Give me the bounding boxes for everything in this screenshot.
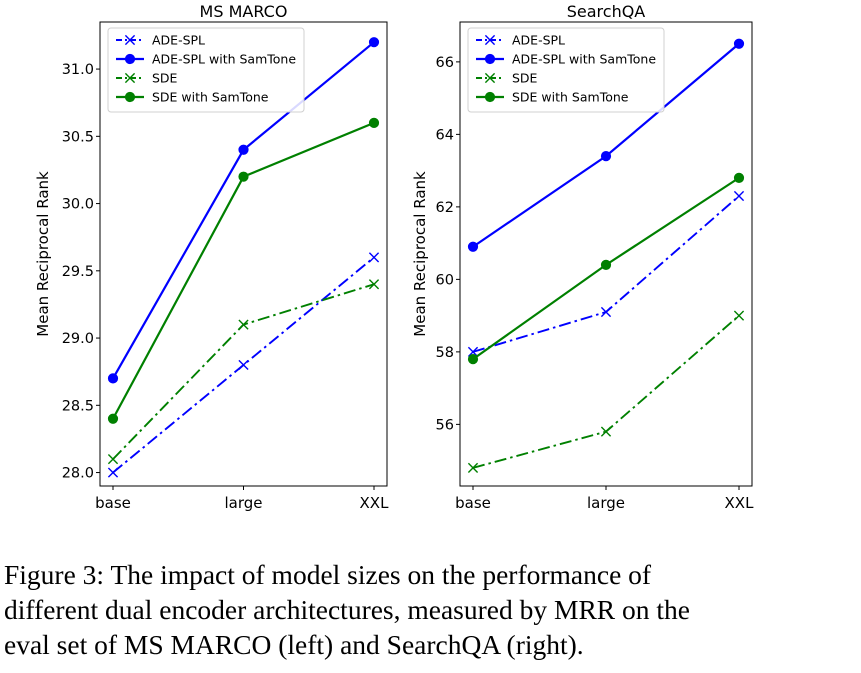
y-tick-label: 31.0 (62, 62, 94, 78)
data-point (467, 354, 479, 365)
data-point (733, 190, 745, 202)
data-point (238, 359, 249, 371)
chart-panel-1: MS MARCO Mean Reciprocal Rank 28.0 28.5 29.0… (34, 2, 389, 512)
data-point (107, 373, 119, 384)
series-2 (467, 38, 745, 252)
series-3 (467, 310, 745, 473)
y-tick-label: 28.5 (62, 398, 94, 414)
data-point (107, 454, 119, 465)
legend-box (467, 27, 665, 113)
figure-caption: Figure 3: The impact of model sizes on t… (4, 557, 854, 662)
y-axis-label: Mean Reciprocal Rank (34, 171, 52, 337)
data-point (107, 413, 119, 424)
y-tick-label: 29.5 (62, 264, 94, 280)
caption-line-3: eval set of MS MARCO (left) and SearchQA… (4, 629, 584, 660)
legend-label: ADE-SPL (152, 33, 205, 48)
data-point (238, 171, 249, 182)
plot-frame (459, 21, 753, 487)
series-3 (107, 279, 380, 465)
legend-marker (124, 34, 136, 46)
data-point (368, 279, 380, 290)
y-tick-label: 62 (436, 200, 454, 216)
data-point (368, 252, 380, 263)
data-point (733, 310, 745, 321)
legend-label: ADE-SPL with SamTone (152, 52, 296, 67)
data-point (733, 38, 745, 49)
y-tick-label: 60 (436, 272, 454, 288)
data-point (238, 144, 249, 155)
legend-marker (484, 91, 496, 103)
legend-item: SDE with SamTone (116, 90, 269, 105)
caption-line-1: Figure 3: The impact of model sizes on t… (4, 559, 652, 590)
legend-item: ADE-SPL with SamTone (116, 52, 296, 67)
y-tick-label: 28.0 (62, 466, 94, 482)
y-tick-label: 29.0 (62, 331, 94, 347)
data-point (600, 306, 612, 318)
x-tick-label: base (455, 494, 491, 512)
chart-title: SearchQA (567, 2, 646, 21)
series-1 (467, 190, 745, 357)
legend-item: ADE-SPL (476, 33, 565, 48)
legend-marker (124, 91, 136, 103)
data-point (107, 467, 119, 478)
x-tick-label: large (587, 494, 625, 512)
data-point (368, 37, 380, 48)
series-line (112, 121, 375, 420)
series-1 (107, 252, 380, 478)
legend: ADE-SPL ADE-SPL with SamTone SDE SDE with S… (107, 27, 305, 113)
legend-marker (124, 72, 136, 84)
chart-title: MS MARCO (200, 2, 288, 21)
legend-marker (484, 53, 496, 65)
legend-label: SDE (512, 71, 538, 86)
data-point (467, 462, 479, 473)
series-2 (107, 37, 380, 384)
y-tick-label: 30.0 (62, 197, 94, 213)
y-axis-label: Mean Reciprocal Rank (411, 171, 429, 337)
y-tick-label: 56 (436, 417, 454, 433)
legend-label: SDE with SamTone (152, 90, 269, 105)
x-tick-label: large (224, 494, 262, 512)
plot-frame (99, 21, 388, 487)
y-tick-label: 58 (436, 345, 454, 361)
series-4 (107, 117, 380, 424)
chart-panel-2: SearchQA Mean Reciprocal Rank 56 58 60 62 64 66… (411, 2, 754, 512)
series-line (472, 314, 740, 469)
legend-item: SDE (476, 71, 538, 86)
legend-item: ADE-SPL with SamTone (476, 52, 656, 67)
legend-label: SDE with SamTone (512, 90, 629, 105)
legend-marker (484, 72, 496, 84)
data-point (733, 172, 745, 183)
data-point (467, 346, 479, 357)
data-point (600, 259, 612, 270)
legend: ADE-SPL ADE-SPL with SamTone SDE SDE with S… (467, 27, 665, 113)
x-tick-label: XXL (360, 494, 390, 512)
y-tick-label: 64 (436, 127, 454, 143)
y-tick-label: 66 (436, 55, 454, 71)
figure-charts: MS MARCO Mean Reciprocal Rank 28.0 28.5 29.0… (34, 2, 754, 512)
legend-item: SDE (116, 71, 178, 86)
data-point (600, 151, 612, 162)
caption-line-2: different dual encoder architectures, me… (4, 594, 690, 625)
data-point (238, 319, 249, 330)
legend-box (107, 27, 305, 113)
x-tick-label: XXL (725, 494, 755, 512)
legend-item: SDE with SamTone (476, 90, 629, 105)
data-point (467, 241, 479, 252)
legend-label: ADE-SPL with SamTone (512, 52, 656, 67)
legend-marker (484, 34, 496, 46)
data-point (368, 117, 380, 128)
x-tick-label: base (95, 494, 131, 512)
legend-marker (124, 53, 136, 65)
y-tick-label: 30.5 (62, 129, 94, 145)
legend-label: ADE-SPL (512, 33, 565, 48)
data-point (600, 426, 612, 437)
legend-item: ADE-SPL (116, 33, 205, 48)
series-4 (467, 172, 745, 365)
legend-label: SDE (152, 71, 178, 86)
